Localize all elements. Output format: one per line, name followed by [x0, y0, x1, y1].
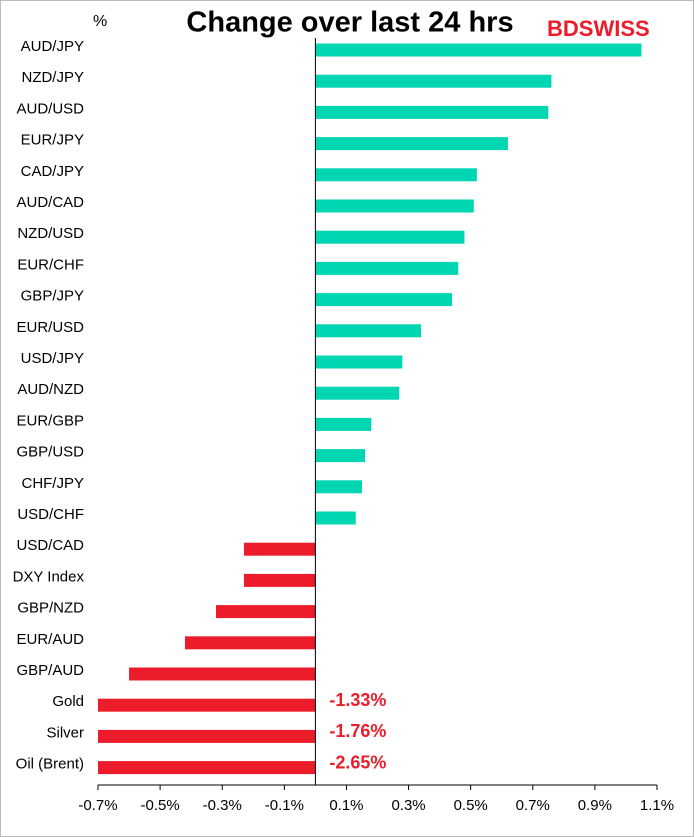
bar — [216, 605, 316, 619]
x-tick-label: 1.1% — [640, 797, 674, 814]
bar — [184, 636, 316, 650]
data-label: -2.65% — [329, 752, 386, 772]
y-tick-label: EUR/GBP — [16, 412, 84, 429]
bar — [315, 480, 362, 494]
y-tick-label: NZD/USD — [17, 225, 84, 242]
y-tick-label: GBP/USD — [16, 444, 84, 461]
y-tick-label: GBP/JPY — [21, 288, 84, 305]
bar — [315, 261, 459, 275]
x-tick-label: 0.3% — [391, 797, 425, 814]
bar — [315, 137, 508, 151]
y-tick-label: EUR/USD — [16, 319, 84, 336]
y-tick-label: Silver — [46, 724, 84, 741]
bar — [315, 43, 642, 57]
bar — [315, 168, 477, 182]
data-label: -1.76% — [329, 721, 386, 741]
bar — [129, 667, 316, 681]
bar — [315, 355, 403, 369]
bar — [315, 230, 465, 244]
x-tick-label: -0.7% — [78, 797, 117, 814]
x-tick-label: -0.1% — [265, 797, 304, 814]
logo: BDSWISS — [547, 16, 650, 41]
bar — [243, 573, 316, 587]
bar — [98, 698, 316, 712]
y-tick-label: AUD/CAD — [16, 194, 84, 211]
bar — [243, 542, 316, 556]
bar — [315, 386, 400, 400]
y-tick-label: USD/CHF — [17, 506, 84, 523]
bar — [98, 729, 316, 743]
y-tick-label: EUR/CHF — [17, 256, 84, 273]
bar — [315, 199, 474, 213]
unit-label: % — [93, 13, 107, 30]
data-label: -1.33% — [329, 690, 386, 710]
bar — [315, 449, 366, 463]
bar — [315, 417, 372, 431]
y-tick-label: NZD/JPY — [21, 69, 84, 86]
y-tick-label: CAD/JPY — [21, 163, 84, 180]
y-tick-label: DXY Index — [13, 568, 85, 585]
y-tick-label: EUR/AUD — [16, 631, 84, 648]
y-tick-label: USD/JPY — [21, 350, 84, 367]
y-tick-label: CHF/JPY — [21, 475, 84, 492]
bar — [315, 74, 552, 88]
bar — [315, 511, 356, 525]
x-tick-label: 0.9% — [578, 797, 612, 814]
y-tick-label: EUR/JPY — [21, 132, 84, 149]
y-tick-label: AUD/NZD — [17, 381, 84, 398]
y-tick-label: Gold — [52, 693, 84, 710]
x-tick-label: 0.5% — [454, 797, 488, 814]
bar — [315, 324, 421, 338]
y-tick-label: Oil (Brent) — [16, 756, 84, 773]
y-tick-label: USD/CAD — [16, 537, 84, 554]
bar — [315, 105, 549, 119]
x-tick-label: -0.3% — [203, 797, 242, 814]
y-tick-label: GBP/NZD — [17, 600, 84, 617]
y-tick-label: AUD/JPY — [21, 38, 84, 55]
x-tick-label: 0.1% — [329, 797, 363, 814]
bar — [315, 293, 453, 307]
y-tick-label: AUD/USD — [16, 100, 84, 117]
x-tick-label: 0.7% — [516, 797, 550, 814]
y-tick-label: GBP/AUD — [16, 662, 84, 679]
x-tick-label: -0.5% — [141, 797, 180, 814]
bar — [98, 761, 316, 775]
chart-title: Change over last 24 hrs — [186, 7, 513, 39]
